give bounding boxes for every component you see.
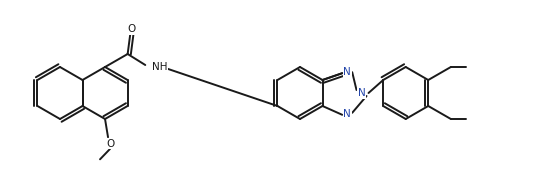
Text: O: O	[127, 24, 135, 34]
Text: N: N	[343, 109, 351, 119]
Text: O: O	[106, 139, 114, 149]
Text: NH: NH	[153, 62, 168, 72]
Text: N: N	[343, 67, 351, 77]
Text: N: N	[358, 88, 365, 98]
